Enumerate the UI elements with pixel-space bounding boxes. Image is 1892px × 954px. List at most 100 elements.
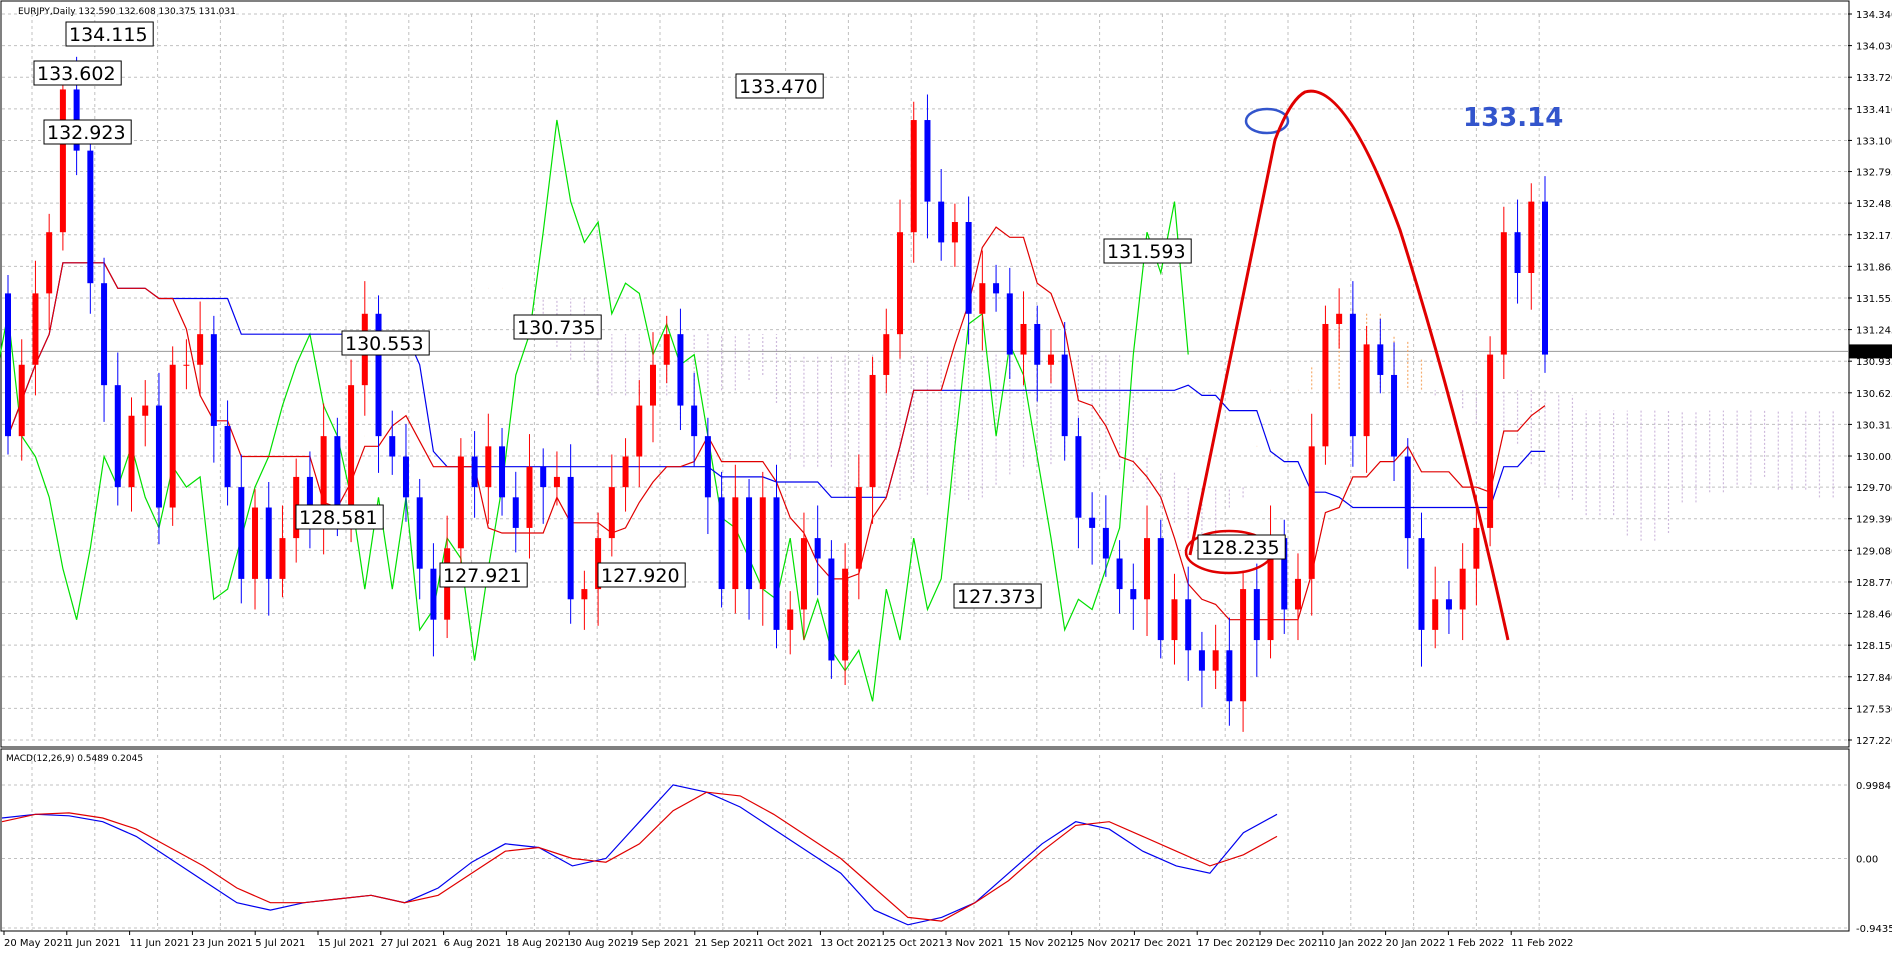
bull-candle bbox=[1144, 538, 1151, 600]
date-tick-label: 9 Sep 2021 bbox=[632, 938, 689, 949]
bull-candle bbox=[842, 568, 849, 661]
price-tick-label: 132.175 bbox=[1856, 231, 1892, 242]
bull-candle bbox=[252, 507, 259, 579]
bear-candle bbox=[704, 436, 711, 498]
price-tick-label: 133.410 bbox=[1856, 105, 1892, 116]
bull-candle bbox=[1487, 354, 1494, 528]
bear-candle bbox=[210, 334, 217, 426]
bear-candle bbox=[416, 497, 423, 569]
symbol-header: EURJPY,Daily 132.590 132.608 130.375 131… bbox=[18, 7, 236, 17]
date-tick-label: 25 Oct 2021 bbox=[883, 938, 945, 949]
bull-candle bbox=[897, 232, 904, 335]
chikou-line bbox=[0, 119, 1189, 702]
price-tick-label: 128.150 bbox=[1856, 641, 1892, 652]
price-axis: 134.340 134.030 133.720 133.410 133.100 132.7… bbox=[1848, 10, 1892, 747]
price-annotation-label: 133.470 bbox=[739, 76, 818, 98]
bear-candle bbox=[114, 385, 121, 488]
date-tick-label: 17 Dec 2021 bbox=[1197, 938, 1261, 949]
bear-candle bbox=[402, 456, 409, 498]
date-tick-label: 15 Nov 2021 bbox=[1009, 938, 1073, 949]
bear-candle bbox=[1418, 538, 1425, 630]
date-tick-label: 27 Jul 2021 bbox=[381, 938, 438, 949]
price-annotation-box bbox=[1197, 534, 1286, 560]
bull-candle bbox=[1336, 313, 1343, 324]
price-annotation-box bbox=[295, 504, 384, 530]
bull-candle bbox=[636, 405, 643, 457]
price-annotation-box bbox=[1103, 238, 1192, 264]
bull-candle bbox=[1294, 578, 1301, 610]
bull-candle bbox=[142, 405, 149, 416]
bear-candle bbox=[965, 222, 972, 314]
bear-candle bbox=[238, 487, 245, 579]
bull-candle bbox=[1212, 650, 1219, 671]
bull-candle bbox=[1500, 232, 1507, 355]
bull-candle bbox=[622, 456, 629, 488]
bull-candle bbox=[800, 538, 807, 610]
bull-candle bbox=[1020, 323, 1027, 355]
price-tick-label: 131.865 bbox=[1856, 262, 1892, 273]
bear-candle bbox=[1542, 201, 1548, 355]
date-tick-label: 10 Jan 2022 bbox=[1323, 938, 1383, 949]
bull-candle bbox=[1473, 527, 1480, 569]
bull-candle bbox=[183, 364, 190, 366]
price-annotation-box bbox=[65, 21, 154, 47]
price-tick-label: 130.935 bbox=[1856, 357, 1892, 368]
price-tick-label: 133.100 bbox=[1856, 136, 1892, 147]
bull-candle bbox=[855, 487, 862, 569]
bull-candle bbox=[1363, 344, 1370, 437]
date-tick-label: 20 May 2021 bbox=[4, 938, 69, 949]
price-tick-label: 131.245 bbox=[1856, 326, 1892, 337]
bear-candle bbox=[1391, 374, 1398, 457]
bear-candle bbox=[924, 120, 931, 202]
price-annotation-label: 132.923 bbox=[47, 122, 126, 144]
bear-candle bbox=[499, 446, 506, 498]
bull-candle bbox=[732, 497, 739, 590]
price-annotation-box bbox=[513, 314, 602, 340]
bear-candle bbox=[471, 456, 478, 488]
date-tick-label: 15 Jul 2021 bbox=[318, 938, 375, 949]
bull-candle bbox=[1240, 589, 1247, 702]
bear-candle bbox=[1404, 456, 1411, 539]
bull-candle bbox=[608, 487, 615, 539]
date-tick-label: 7 Dec 2021 bbox=[1134, 938, 1192, 949]
price-annotation-label: 130.735 bbox=[517, 317, 596, 339]
date-tick-label: 29 Dec 2021 bbox=[1260, 938, 1324, 949]
bear-candle bbox=[1185, 599, 1192, 651]
date-tick-label: 23 Jun 2021 bbox=[192, 938, 252, 949]
price-tick-label: 130.625 bbox=[1856, 389, 1892, 400]
projection-path bbox=[1188, 89, 1510, 641]
main-panel-frame bbox=[0, 0, 1850, 748]
bear-candle bbox=[101, 283, 108, 386]
bear-candle bbox=[938, 201, 945, 243]
bear-candle bbox=[1102, 527, 1109, 559]
bear-candle bbox=[306, 476, 313, 518]
bull-candle bbox=[320, 436, 327, 518]
date-tick-label: 1 Jun 2021 bbox=[67, 938, 121, 949]
target-circle bbox=[1244, 107, 1290, 135]
bear-candle bbox=[1130, 589, 1137, 600]
price-annotation-box bbox=[597, 562, 686, 588]
price-tick-label: 132.485 bbox=[1856, 199, 1892, 210]
price-annotation-label: 130.553 bbox=[345, 333, 424, 355]
price-annotations: 134.115 133.602 132.923 133.470 130.553 130.7… bbox=[33, 21, 1286, 609]
date-tick-label: 11 Jun 2021 bbox=[130, 938, 190, 949]
bull-candle bbox=[869, 374, 876, 488]
bear-candle bbox=[1253, 589, 1260, 641]
macd-line bbox=[1, 784, 1278, 926]
bull-candle bbox=[457, 456, 464, 549]
bear-candle bbox=[389, 436, 396, 457]
date-tick-label: 13 Oct 2021 bbox=[820, 938, 882, 949]
bear-candle bbox=[1226, 650, 1233, 702]
bear-candle bbox=[1034, 323, 1041, 365]
bear-candle bbox=[567, 476, 574, 600]
bull-candle bbox=[128, 415, 135, 488]
bull-candle bbox=[581, 589, 588, 600]
price-tick-label: 134.340 bbox=[1856, 10, 1892, 21]
bull-candle bbox=[1308, 446, 1315, 579]
date-tick-label: 25 Nov 2021 bbox=[1072, 938, 1136, 949]
bear-candle bbox=[746, 497, 753, 590]
price-annotation-label: 133.602 bbox=[37, 63, 116, 85]
bear-candle bbox=[1061, 354, 1068, 437]
price-tick-label: 128.460 bbox=[1856, 610, 1892, 621]
bear-candle bbox=[814, 538, 821, 559]
